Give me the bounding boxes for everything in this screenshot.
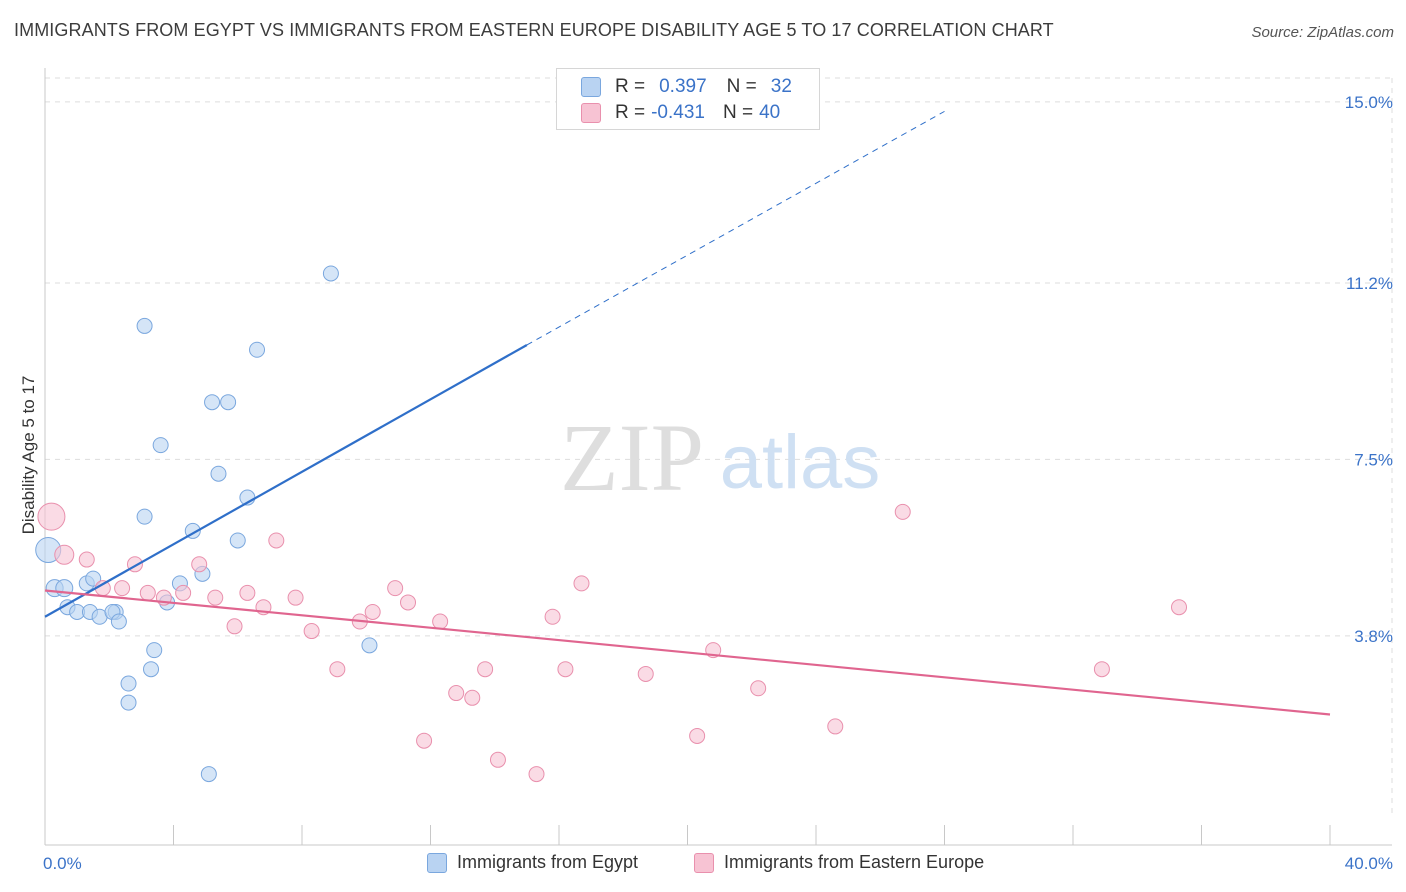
grid-layer bbox=[45, 77, 1393, 817]
r-value: -0.431 bbox=[651, 102, 705, 123]
eastern-europe-swatch bbox=[581, 103, 601, 123]
eastern-europe-point bbox=[637, 665, 654, 682]
eastern-europe-point bbox=[207, 589, 224, 606]
egypt-point bbox=[210, 465, 227, 482]
eastern-europe-point bbox=[689, 727, 706, 744]
eastern-europe-point bbox=[1171, 599, 1188, 616]
egypt-trendline-extension bbox=[526, 110, 945, 346]
eastern-europe-point bbox=[464, 689, 481, 706]
egypt-swatch bbox=[581, 77, 601, 97]
eastern-europe-swatch bbox=[694, 852, 714, 873]
legend-item-egypt: Immigrants from Egypt bbox=[427, 852, 638, 873]
points-layer bbox=[35, 265, 1188, 783]
stats-legend-row-eastern-europe: R = -0.431 N = 40 bbox=[581, 101, 780, 125]
eastern-europe-point bbox=[78, 551, 95, 568]
egypt-point bbox=[249, 341, 266, 358]
egypt-point bbox=[322, 265, 339, 282]
eastern-europe-point bbox=[1093, 661, 1110, 678]
chart-title: IMMIGRANTS FROM EGYPT VS IMMIGRANTS FROM… bbox=[14, 20, 1054, 40]
egypt-point bbox=[200, 766, 217, 783]
eastern-europe-point bbox=[432, 613, 449, 630]
egypt-swatch bbox=[427, 852, 447, 873]
watermark: ZIP atlas bbox=[560, 404, 880, 511]
legend-label-egypt: Immigrants from Egypt bbox=[457, 852, 639, 872]
r-label: R = bbox=[615, 76, 646, 97]
y-tick-label: 11.2% bbox=[1346, 274, 1393, 293]
legend-item-eastern-europe: Immigrants from Eastern Europe bbox=[694, 852, 984, 873]
x-tick-label: 0.0% bbox=[43, 854, 82, 873]
r-label: R = bbox=[615, 102, 646, 123]
egypt-point bbox=[220, 394, 237, 411]
y-tick-label: 3.8% bbox=[1354, 627, 1393, 646]
egypt-point bbox=[143, 661, 160, 678]
series-legend: Immigrants from Egypt Immigrants from Ea… bbox=[0, 852, 1406, 878]
eastern-europe-point bbox=[557, 661, 574, 678]
eastern-europe-point bbox=[400, 594, 417, 611]
eastern-europe-point bbox=[114, 580, 131, 597]
egypt-point bbox=[55, 579, 74, 598]
watermark-zip: ZIP bbox=[560, 404, 704, 511]
egypt-point bbox=[146, 642, 163, 659]
eastern-europe-point bbox=[387, 580, 404, 597]
eastern-europe-point bbox=[37, 502, 66, 531]
tick-labels: 3.8% 7.5% 11.2% 15.0% 0.0% 40.0% bbox=[43, 93, 1393, 873]
source-label: Source: ZipAtlas.com bbox=[1251, 24, 1394, 41]
eastern-europe-point bbox=[750, 680, 767, 697]
egypt-point bbox=[136, 508, 153, 525]
eastern-europe-point bbox=[139, 584, 156, 601]
legend-label-eastern-europe: Immigrants from Eastern Europe bbox=[724, 852, 985, 872]
eastern-europe-point bbox=[239, 584, 256, 601]
eastern-europe-point bbox=[303, 623, 320, 640]
eastern-europe-point bbox=[544, 608, 561, 625]
egypt-point bbox=[229, 532, 246, 549]
eastern-europe-point bbox=[287, 589, 304, 606]
egypt-trendline bbox=[44, 344, 528, 618]
eastern-europe-point bbox=[489, 751, 506, 768]
n-value: 40 bbox=[759, 102, 781, 123]
eastern-europe-point bbox=[191, 556, 208, 573]
eastern-europe-point bbox=[268, 532, 285, 549]
egypt-point bbox=[120, 675, 137, 692]
eastern-europe-point bbox=[416, 732, 433, 749]
egypt-point bbox=[85, 570, 102, 587]
trend-layer bbox=[44, 110, 1331, 716]
n-label: N = bbox=[726, 76, 757, 97]
eastern-europe-point bbox=[477, 661, 494, 678]
egypt-point bbox=[110, 613, 127, 630]
y-axis-label: Disability Age 5 to 17 bbox=[19, 376, 38, 535]
watermark-atlas: atlas bbox=[720, 420, 881, 505]
egypt-point bbox=[361, 637, 378, 654]
eastern-europe-point bbox=[54, 544, 75, 565]
eastern-europe-point bbox=[364, 603, 381, 620]
eastern-europe-point bbox=[226, 618, 243, 635]
eastern-europe-point bbox=[894, 503, 911, 520]
eastern-europe-point bbox=[827, 718, 844, 735]
r-value: 0.397 bbox=[659, 76, 707, 97]
n-label: N = bbox=[722, 102, 754, 123]
eastern-europe-point bbox=[528, 766, 545, 783]
stats-legend: R = 0.397 N = 32 R = -0.431 N = 40 bbox=[556, 68, 820, 130]
egypt-point bbox=[136, 317, 153, 334]
eastern-europe-point bbox=[175, 584, 192, 601]
eastern-europe-trendline bbox=[44, 589, 1331, 716]
y-tick-label: 7.5% bbox=[1354, 450, 1393, 469]
eastern-europe-point bbox=[573, 575, 590, 592]
egypt-point bbox=[204, 394, 221, 411]
x-tick-label: 40.0% bbox=[1345, 854, 1393, 873]
stats-legend-row-egypt: R = 0.397 N = 32 bbox=[581, 75, 792, 99]
axes-layer bbox=[44, 68, 1392, 846]
eastern-europe-point bbox=[329, 661, 346, 678]
egypt-point bbox=[152, 437, 169, 454]
egypt-point bbox=[120, 694, 137, 711]
y-tick-label: 15.0% bbox=[1345, 93, 1393, 112]
eastern-europe-point bbox=[448, 685, 465, 702]
n-value: 32 bbox=[770, 76, 792, 97]
